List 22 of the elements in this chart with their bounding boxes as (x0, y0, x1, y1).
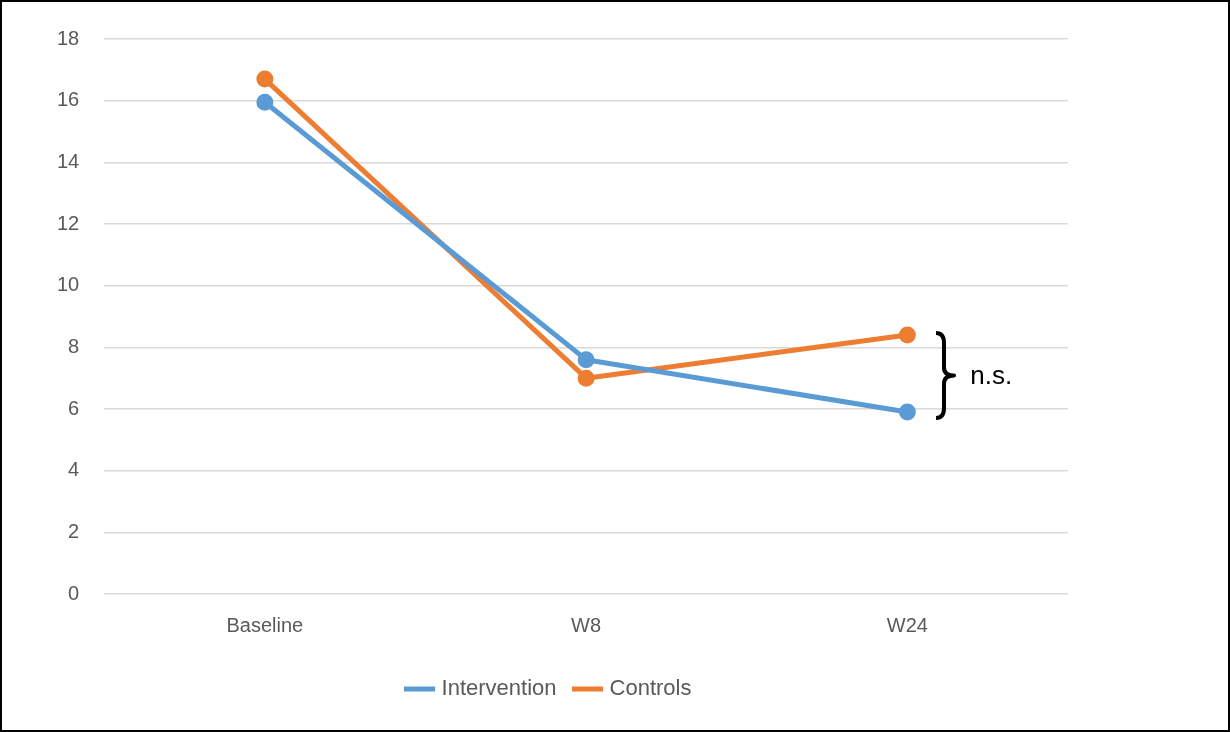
point (898, 403, 916, 421)
x-tick-label: Baseline (226, 613, 304, 636)
x-tick-label: W8 (571, 613, 602, 636)
y-tick-label: 8 (68, 334, 80, 357)
y-tick-label: 16 (57, 88, 80, 111)
x-tick-label: W24 (886, 613, 928, 636)
point (256, 93, 274, 111)
legend-label: Intervention (441, 675, 557, 701)
point (577, 351, 595, 369)
y-tick-label: 18 (57, 26, 80, 49)
point (577, 369, 595, 387)
y-tick-label: 6 (68, 396, 80, 419)
y-tick-label: 4 (68, 458, 80, 481)
y-tick-label: 12 (57, 211, 80, 234)
y-tick-label: 0 (68, 581, 80, 604)
legend-label: Controls (609, 675, 692, 701)
y-tick-label: 10 (57, 273, 80, 296)
y-tick-label: 14 (57, 149, 80, 172)
y-tick-label: 2 (68, 519, 80, 542)
point (898, 326, 916, 344)
annotation: n.s. (970, 359, 1013, 391)
point (256, 70, 274, 88)
